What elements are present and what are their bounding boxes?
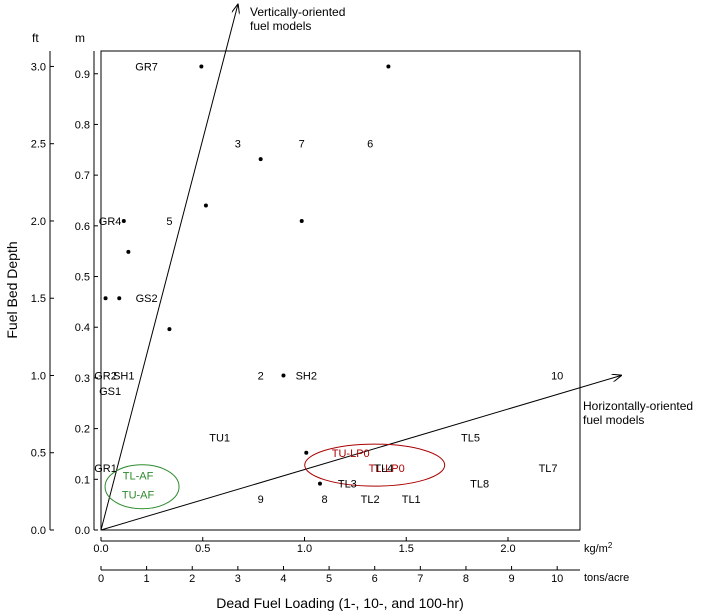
point-label: SH2 (296, 370, 317, 382)
y-tick-label-metric: 0.5 (75, 272, 90, 284)
group-label: TL-AF (123, 471, 154, 483)
point-label: TL2 (361, 494, 380, 506)
point-label: 6 (367, 139, 373, 151)
y-tick-label-imperial: 0.0 (31, 525, 46, 537)
point-label: 7 (299, 139, 305, 151)
y-tick-label-metric: 0.4 (75, 322, 90, 334)
x-tick-label-imperial: 4 (280, 573, 286, 585)
point-label: 5 (166, 216, 172, 228)
data-point (203, 203, 208, 208)
point-label: SH1 (113, 370, 134, 382)
group-ellipse (104, 464, 180, 510)
y-axis-metric: 0.0 0.1 0.2 0.3 0.4 0.5 0.6 0.7 0.8 0.9 (75, 51, 98, 537)
y-tick-label-metric: 0.6 (75, 221, 90, 233)
horizontal-arrow (100, 375, 621, 531)
y-tick-label-metric: 0.9 (75, 69, 90, 81)
x-tick-label-metric: 1.5 (399, 543, 414, 555)
data-point (103, 296, 108, 301)
y-tick-label-imperial: 1.0 (31, 370, 46, 382)
point-label: TL1 (402, 494, 421, 506)
y-tick-label-metric: 0.2 (75, 424, 90, 436)
x-tick-label-imperial: 2 (189, 573, 195, 585)
point-label: GR7 (135, 61, 158, 73)
x-tick-label-imperial: 0 (98, 573, 104, 585)
point-label: GS2 (136, 293, 158, 305)
data-point (258, 157, 263, 162)
y-tick-label-imperial: 2.0 (31, 216, 46, 228)
y-tick-label-metric: 0.8 (75, 119, 90, 131)
y-axis-title: Fuel Bed Depth (4, 241, 20, 338)
data-point (281, 373, 286, 378)
point-label: GR2 (94, 370, 117, 382)
y-tick-label-metric: 0.1 (75, 474, 90, 486)
point-label: TU1 (209, 432, 230, 444)
point-label: GR1 (94, 463, 117, 475)
x-tick-label-imperial: 6 (372, 573, 378, 585)
y-tick-label-imperial: 3.0 (31, 61, 46, 73)
data-point (121, 218, 126, 223)
group-label: TU-LP0 (332, 448, 370, 460)
x-axis-imperial: 0 1 2 3 4 5 6 7 8 9 10 (98, 566, 580, 585)
annotation-vertical: Vertically-oriented fuel models (250, 5, 349, 33)
y-tick-label-imperial: 2.5 (31, 139, 46, 151)
x-tick-label-metric: 0.5 (195, 543, 210, 555)
data-point (304, 450, 309, 455)
orientation-arrows (100, 5, 621, 531)
point-label: TL5 (461, 432, 480, 444)
y-tick-label-metric: 0.7 (75, 170, 90, 182)
point-label: 10 (551, 370, 563, 382)
x-tick-label-imperial: 9 (509, 573, 515, 585)
point-label: GR4 (99, 216, 122, 228)
vertical-arrow (100, 5, 238, 531)
x-unit-imperial: tons/acre (584, 572, 629, 584)
x-tick-label-imperial: 8 (463, 573, 469, 585)
x-tick-label-metric: 2.0 (500, 543, 515, 555)
x-tick-label-metric: 1.0 (297, 543, 312, 555)
point-label: TL8 (470, 479, 489, 491)
point-label: TL7 (539, 463, 558, 475)
data-point (126, 249, 131, 254)
group-label: TU-AF (122, 490, 155, 502)
x-tick-label-imperial: 1 (144, 573, 150, 585)
y-axis-imperial: 0.0 0.5 1.0 1.5 2.0 2.5 3.0 (31, 51, 54, 537)
point-label: TL3 (338, 479, 357, 491)
point-label: GS1 (99, 386, 121, 398)
point-label: TL4 (374, 463, 393, 475)
data-point (117, 296, 122, 301)
data-points (103, 64, 391, 486)
data-point (167, 327, 172, 332)
x-tick-label-imperial: 3 (235, 573, 241, 585)
x-unit-metric: kg/m2 (584, 541, 613, 556)
point-label: 8 (321, 494, 327, 506)
point-label: 2 (258, 370, 264, 382)
data-point (317, 481, 322, 486)
x-tick-label-imperial: 7 (417, 573, 423, 585)
y-unit-imperial: ft (32, 31, 39, 45)
annotation-horizontal: Horizontally-oriented fuel models (583, 399, 696, 427)
x-tick-label-metric: 0.0 (93, 543, 108, 555)
x-axis-title: Dead Fuel Loading (1-, 10-, and 100-hr) (216, 595, 463, 611)
y-tick-label-imperial: 1.5 (31, 293, 46, 305)
x-tick-label-imperial: 10 (551, 573, 563, 585)
y-unit-metric: m (75, 31, 85, 45)
group-ellipse (304, 443, 446, 487)
data-point (199, 64, 204, 69)
x-tick-label-imperial: 5 (326, 573, 332, 585)
point-label: 9 (258, 494, 264, 506)
data-point (299, 218, 304, 223)
y-tick-label-metric: 0.3 (75, 373, 90, 385)
group-ellipses: TL-AF TU-AF TU-LP0 TL-LP0 (104, 443, 446, 510)
group-label: TL-LP0 (369, 463, 405, 475)
plot-area (100, 50, 581, 531)
point-label: 3 (235, 139, 241, 151)
y-tick-label-metric: 0.0 (75, 525, 90, 537)
y-tick-label-imperial: 0.5 (31, 448, 46, 460)
data-point (386, 64, 391, 69)
x-axis-metric: 0.0 0.5 1.0 1.5 2.0 (93, 537, 580, 555)
